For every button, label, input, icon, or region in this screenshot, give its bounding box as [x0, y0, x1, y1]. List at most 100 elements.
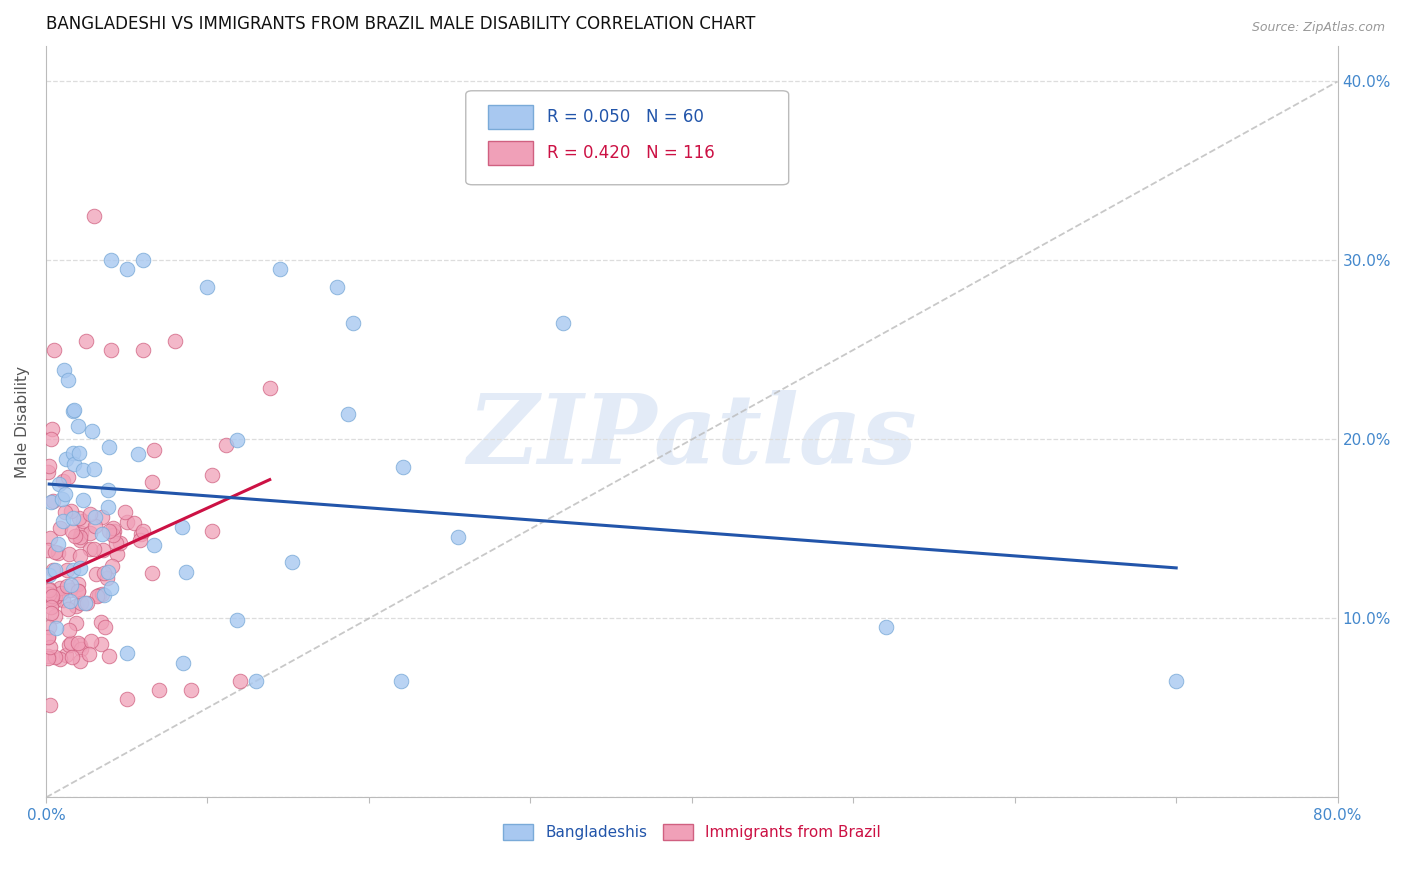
Point — [174, 565, 197, 579]
Point — [60, 503, 83, 517]
Point — [37, 466, 59, 480]
Point — [215, 438, 238, 452]
Point — [62, 563, 84, 577]
Point — [80, 424, 103, 438]
Point — [51, 475, 73, 489]
Point — [170, 520, 193, 534]
Point — [96, 500, 118, 515]
Text: ZIPatlas: ZIPatlas — [467, 390, 917, 483]
Point — [90, 637, 112, 651]
Point — [100, 582, 122, 596]
Point — [392, 460, 415, 475]
Point — [114, 505, 136, 519]
Point — [83, 509, 105, 524]
Point — [79, 633, 101, 648]
Point — [59, 636, 82, 650]
Point — [42, 343, 65, 357]
Point — [551, 316, 574, 330]
Point — [41, 422, 63, 436]
Point — [39, 606, 62, 620]
Point — [79, 507, 101, 521]
Point — [124, 516, 146, 530]
Point — [98, 649, 121, 664]
Point — [86, 590, 108, 604]
Point — [93, 588, 115, 602]
Point — [91, 587, 114, 601]
Point — [39, 592, 62, 607]
Point — [39, 531, 62, 545]
Point — [128, 533, 150, 547]
Point — [115, 262, 138, 277]
Point — [58, 602, 80, 616]
Point — [226, 613, 249, 627]
Point — [77, 648, 100, 662]
Point — [37, 542, 59, 557]
Point — [39, 433, 62, 447]
Point — [132, 524, 155, 538]
Point — [132, 253, 155, 268]
Point — [69, 549, 91, 563]
Point — [1166, 674, 1188, 689]
Point — [447, 531, 470, 545]
Point — [38, 459, 60, 474]
Point — [38, 698, 60, 712]
Point — [67, 511, 90, 525]
Point — [69, 561, 91, 575]
Point — [62, 511, 84, 525]
Point — [49, 586, 72, 600]
Point — [127, 447, 149, 461]
Text: R = 0.050   N = 60: R = 0.050 N = 60 — [547, 108, 704, 126]
Point — [201, 468, 224, 483]
Point — [59, 582, 82, 597]
Point — [58, 638, 80, 652]
Point — [39, 495, 62, 509]
Point — [180, 683, 202, 698]
Point — [115, 646, 138, 660]
Point — [72, 514, 94, 528]
Point — [38, 568, 60, 582]
Point — [44, 608, 66, 623]
Point — [70, 525, 93, 540]
Point — [201, 524, 224, 539]
Point — [97, 565, 120, 579]
Point — [281, 555, 304, 569]
Point — [38, 582, 60, 597]
Point — [105, 547, 128, 561]
Point — [67, 576, 90, 591]
Point — [49, 581, 72, 595]
Point — [37, 650, 59, 665]
Point — [65, 599, 87, 613]
Point — [389, 674, 412, 689]
Point — [66, 584, 89, 599]
Point — [52, 592, 75, 607]
Legend: Bangladeshis, Immigrants from Brazil: Bangladeshis, Immigrants from Brazil — [496, 818, 887, 847]
Point — [84, 567, 107, 582]
Text: R = 0.420   N = 116: R = 0.420 N = 116 — [547, 145, 714, 162]
Point — [70, 641, 93, 656]
Point — [42, 493, 65, 508]
Point — [172, 656, 194, 670]
Point — [115, 692, 138, 706]
Point — [101, 521, 124, 535]
Point — [93, 566, 115, 580]
Point — [108, 536, 131, 550]
Point — [259, 381, 281, 395]
Point — [53, 505, 76, 519]
Point — [37, 630, 59, 644]
Point — [59, 594, 82, 608]
Point — [96, 570, 118, 584]
Point — [72, 463, 94, 477]
Y-axis label: Male Disability: Male Disability — [15, 366, 30, 477]
Text: Source: ZipAtlas.com: Source: ZipAtlas.com — [1251, 21, 1385, 34]
Point — [49, 652, 72, 666]
Point — [197, 280, 219, 294]
Point — [38, 587, 60, 601]
Point — [103, 524, 125, 538]
Point — [62, 403, 84, 417]
Point — [62, 524, 84, 539]
Point — [42, 594, 65, 608]
FancyBboxPatch shape — [465, 91, 789, 185]
Point — [39, 640, 62, 654]
Point — [45, 621, 67, 635]
Point — [103, 528, 125, 542]
